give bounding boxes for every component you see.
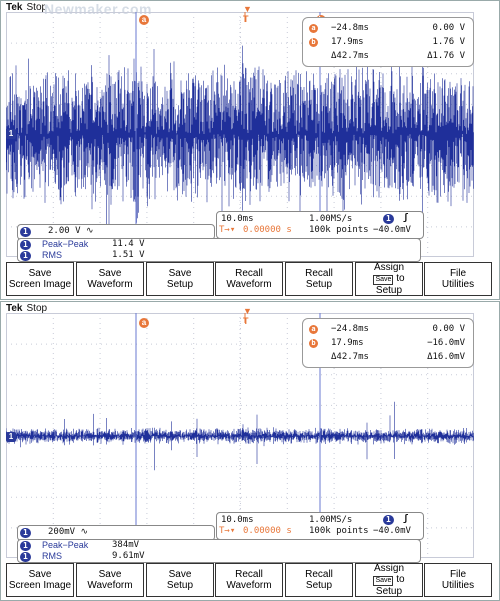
recall-waveform-button[interactable]: Recall Waveform [215,563,283,597]
channel-badge: 1 [20,240,31,250]
trigger-position: 0.00000 s [243,526,292,536]
trigger-position-icon: ▼ [243,4,252,14]
trigger-channel-badge: 1 [383,515,394,525]
channel-ground-marker[interactable]: 1 [6,129,16,139]
save-setup-button[interactable]: Save Setup [146,262,214,296]
measurement-value: 1.51 V [112,250,145,260]
cursor-b-time: 17.9ms [331,37,364,47]
brand-label: Tek Stop [6,2,48,13]
cursor-delta-time: Δ42.7ms [331,51,369,61]
channel-ground-marker[interactable]: 1 [6,432,16,442]
save-waveform-button[interactable]: Save Waveform [76,563,144,597]
channel-badge: 1 [20,528,31,538]
measurements-panel[interactable]: 1 Peak−Peak 11.4 V 1 RMS 1.51 V [17,238,421,262]
channel-1-trace [6,401,474,471]
cursor-readout: a −24.8ms 0.00 V b 17.9ms −16.0mV Δ42.7m… [302,318,474,368]
acq-state: Stop [26,303,48,314]
sample-rate: 1.00MS/s [309,214,353,224]
cursor-a-icon[interactable]: a [139,318,149,328]
measurement-name: Peak−Peak [42,239,89,249]
channel-badge: 1 [20,227,31,237]
measurement-value: 11.4 V [112,239,145,249]
cursor-b-value: −16.0mV [427,338,465,348]
record-length: 100k points [309,526,369,536]
measurement-name: RMS [42,250,62,260]
cursor-delta-time: Δ42.7ms [331,352,369,362]
save-screen-image-button[interactable]: Save Screen Image [6,563,74,597]
cursor-a-badge: a [309,24,318,33]
measurement-row: 1 Peak−Peak 384mV [20,540,220,551]
trigger-position-label: T [243,316,249,326]
cursor-a-badge: a [309,325,318,334]
measurement-name: Peak−Peak [42,540,89,550]
time-per-div: 10.0ms [221,515,254,525]
acq-state: Stop [26,2,48,13]
cursor-a-time: −24.8ms [331,324,369,334]
cursor-delta-value: Δ16.0mV [427,352,465,362]
trigger-slope-icon: ʃ [403,213,409,223]
trigger-level: −40.0mV [373,526,411,536]
file-utilities-button[interactable]: File Utilities [424,262,492,296]
trigger-level: −40.0mV [373,225,411,235]
time-per-div: 10.0ms [221,214,254,224]
measurement-name: RMS [42,551,62,561]
bottom-menu: Save Screen Image Save Waveform Save Setup … [6,563,492,597]
trigger-pos-icon: T→▾ [219,526,236,536]
trigger-position: 0.00000 s [243,225,292,235]
save-screen-image-button[interactable]: Save Screen Image [6,262,74,296]
cursor-delta-value: Δ1.76 V [427,51,465,61]
trigger-pos-icon: T→▾ [219,225,236,235]
bottom-menu: Save Screen Image Save Waveform Save Setup … [6,262,492,296]
timebase-panel[interactable]: 10.0ms 1.00MS/s 1 ʃ T→▾ 0.00000 s 100k p… [216,211,424,239]
measurement-row: 1 RMS 9.61mV [20,551,220,562]
sample-rate: 1.00MS/s [309,515,353,525]
measurement-value: 384mV [112,540,140,550]
cursor-b-time: 17.9ms [331,338,364,348]
brand-label: Tek Stop [6,303,48,314]
vertical-scale: 200mV ∿ [48,527,89,537]
file-utilities-button[interactable]: File Utilities [424,563,492,597]
trigger-channel-badge: 1 [383,214,394,224]
measurement-row: 1 Peak−Peak 11.4 V [20,239,220,250]
trigger-position-icon: ▼ [243,306,252,316]
channel-badge: 1 [20,541,31,551]
save-waveform-button[interactable]: Save Waveform [76,262,144,296]
measurement-value: 9.61mV [112,551,145,561]
assign-save-button[interactable]: Assign Save to Setup [355,262,423,296]
cursor-a-icon[interactable]: a [139,15,149,25]
recall-setup-button[interactable]: Recall Setup [285,563,353,597]
channel-badge: 1 [20,251,31,261]
channel-1-trace [6,45,474,229]
cursor-readout: a −24.8ms 0.00 V b 17.9ms 1.76 V Δ42.7ms… [302,17,474,67]
measurements-panel[interactable]: 1 Peak−Peak 384mV 1 RMS 9.61mV [17,539,421,563]
coupling-icon: ∿ [85,226,94,236]
measurement-row: 1 RMS 1.51 V [20,250,220,261]
recall-setup-button[interactable]: Recall Setup [285,262,353,296]
channel-badge: 1 [20,552,31,562]
cursor-b-badge: b [309,38,318,47]
cursor-a-value: 0.00 V [432,324,465,334]
cursor-a-value: 0.00 V [432,23,465,33]
record-length: 100k points [309,225,369,235]
cursor-b-value: 1.76 V [432,37,465,47]
cursor-a-time: −24.8ms [331,23,369,33]
vertical-scale: 2.00 V ∿ [48,226,94,236]
recall-waveform-button[interactable]: Recall Waveform [215,262,283,296]
trigger-position-label: T [243,14,249,24]
coupling-icon: ∿ [80,527,89,537]
save-setup-button[interactable]: Save Setup [146,563,214,597]
cursor-b-badge: b [309,339,318,348]
timebase-panel[interactable]: 10.0ms 1.00MS/s 1 ʃ T→▾ 0.00000 s 100k p… [216,512,424,540]
assign-save-button[interactable]: Assign Save to Setup [355,563,423,597]
trigger-slope-icon: ʃ [403,514,409,524]
